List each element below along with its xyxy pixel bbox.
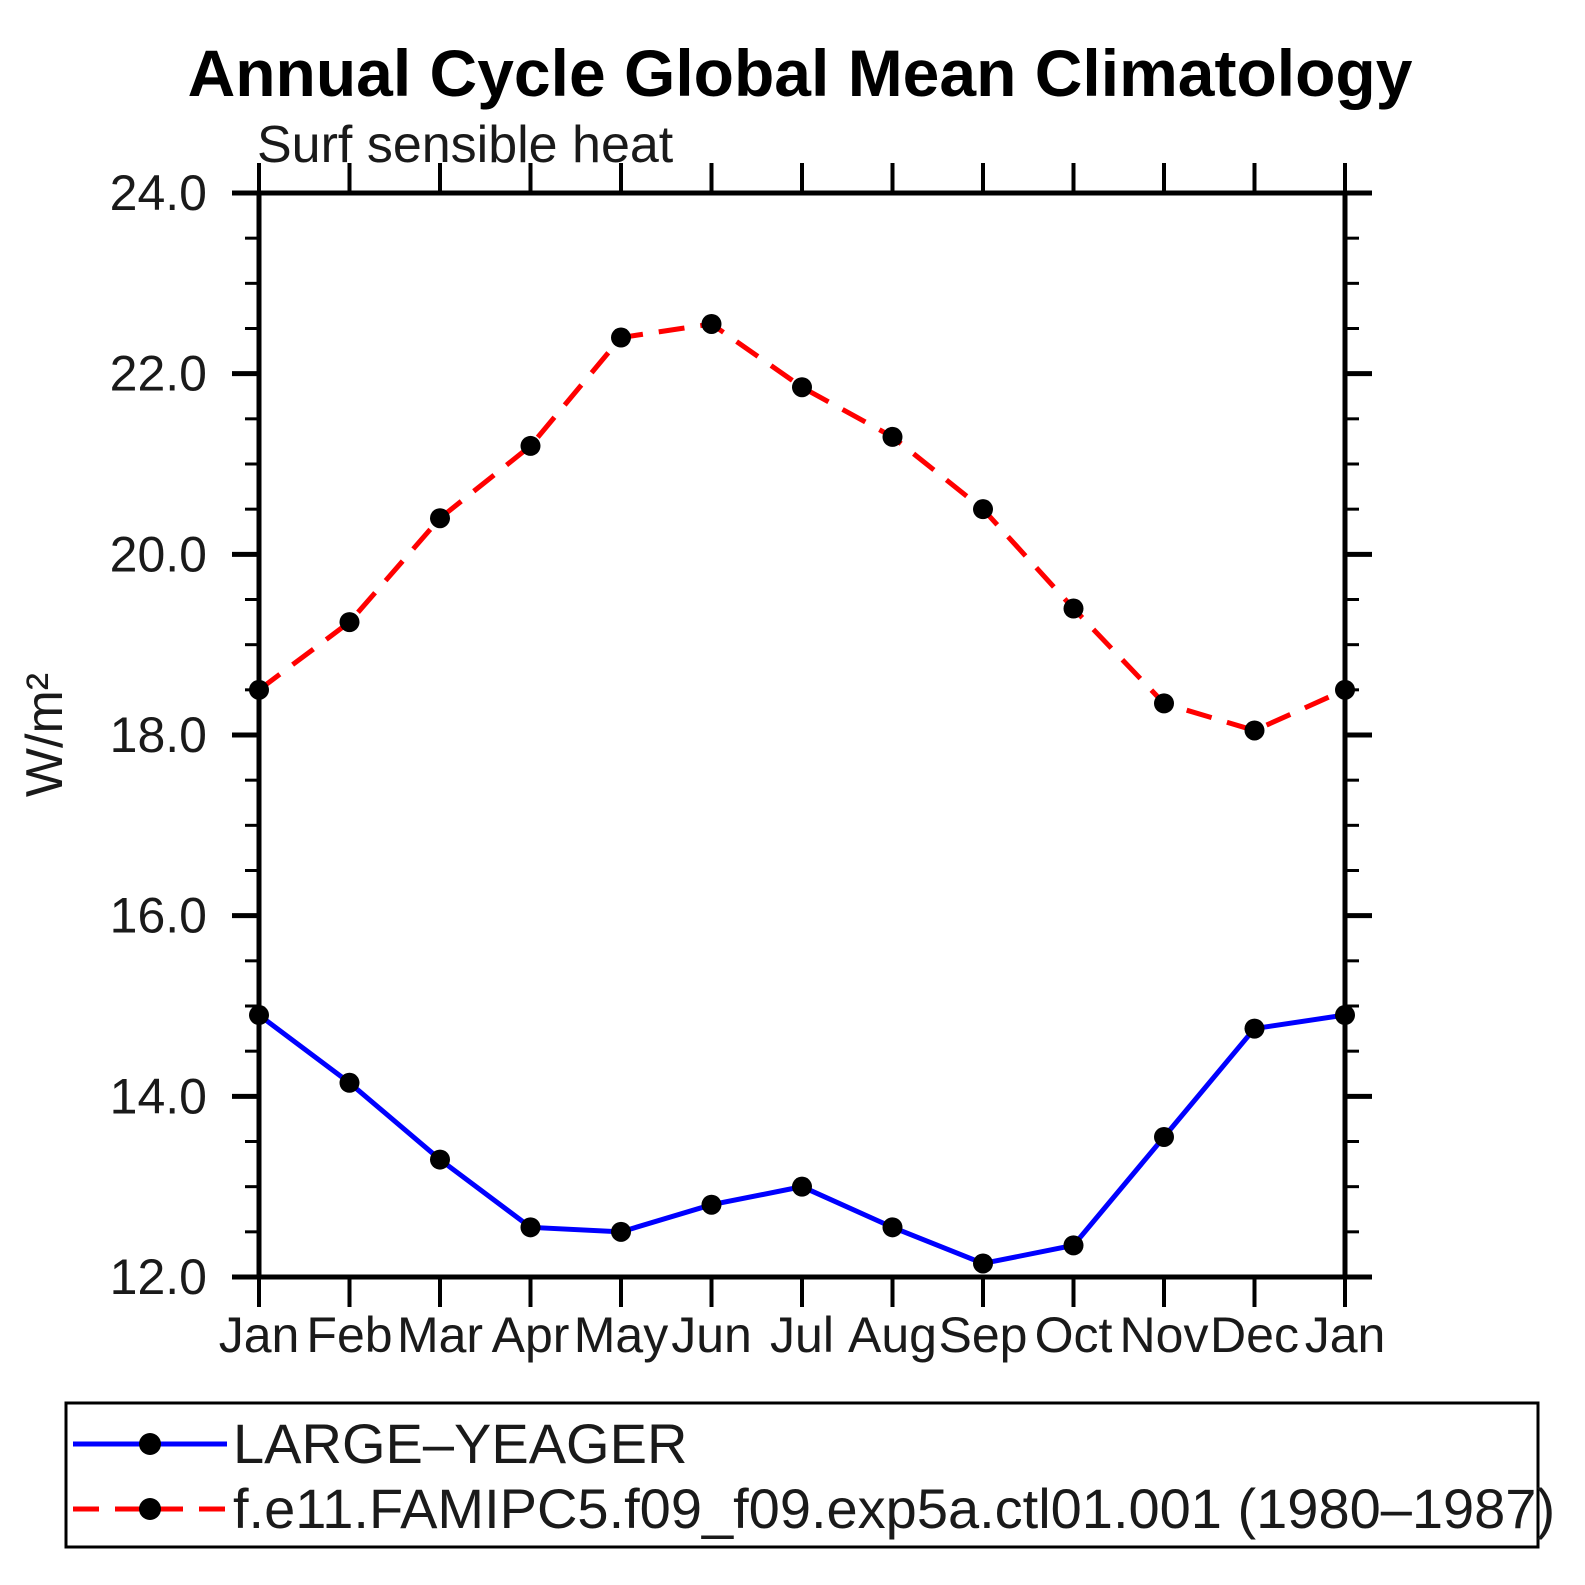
y-tick-label: 12.0 bbox=[110, 1249, 207, 1305]
chart-subtitle: Surf sensible heat bbox=[257, 116, 674, 174]
x-tick-label: Jun bbox=[671, 1307, 752, 1363]
x-tick-label: Jul bbox=[770, 1307, 834, 1363]
x-tick-label: Sep bbox=[939, 1307, 1028, 1363]
data-point-marker bbox=[882, 426, 903, 447]
data-point-marker bbox=[520, 435, 541, 456]
legend-entry-large-yeager-label: LARGE–YEAGER bbox=[233, 1412, 687, 1475]
series-line-0 bbox=[257, 1012, 1346, 1267]
legend-entry-model-run-label: f.e11.FAMIPC5.f09_f09.exp5a.ctl01.001 (1… bbox=[233, 1477, 1555, 1540]
data-point-marker bbox=[973, 499, 993, 520]
x-tick-label: Feb bbox=[306, 1307, 392, 1363]
data-point-marker bbox=[701, 313, 722, 334]
data-point-marker bbox=[1063, 1235, 1084, 1256]
x-tick-label: Apr bbox=[492, 1307, 570, 1363]
data-point-marker bbox=[249, 679, 269, 700]
x-tick-label: Nov bbox=[1120, 1307, 1209, 1363]
data-point-marker bbox=[1063, 598, 1084, 619]
data-point-marker bbox=[1154, 1126, 1174, 1147]
x-tick-label: Jan bbox=[1305, 1307, 1386, 1363]
data-point-marker bbox=[1335, 679, 1355, 700]
data-point-marker bbox=[430, 508, 450, 529]
data-point-marker bbox=[792, 377, 812, 398]
data-point-marker bbox=[792, 1176, 812, 1197]
legend-marker-circle-icon bbox=[139, 1433, 161, 1455]
data-point-marker bbox=[1244, 720, 1265, 741]
x-tick-label: May bbox=[574, 1307, 668, 1363]
y-tick-label: 22.0 bbox=[110, 346, 207, 402]
data-point-marker bbox=[339, 1072, 360, 1093]
y-tick-label: 18.0 bbox=[110, 707, 207, 763]
x-tick-label: Dec bbox=[1210, 1307, 1299, 1363]
data-series bbox=[249, 313, 1355, 1274]
x-tick-label: Mar bbox=[397, 1307, 483, 1363]
axis-ticks bbox=[232, 163, 1372, 1307]
x-tick-label: Oct bbox=[1035, 1307, 1113, 1363]
chart-title: Annual Cycle Global Mean Climatology bbox=[188, 36, 1413, 110]
data-point-marker bbox=[1335, 1005, 1355, 1026]
data-point-marker bbox=[339, 612, 360, 633]
x-tick-labels: Jan Feb Mar Apr May Jun Jul Aug Sep Oct Nov Dec Jan bbox=[219, 1307, 1386, 1363]
data-point-marker bbox=[611, 327, 631, 348]
data-point-marker bbox=[882, 1217, 903, 1238]
data-point-marker bbox=[430, 1149, 450, 1170]
data-point-marker bbox=[973, 1253, 993, 1274]
y-tick-label: 24.0 bbox=[110, 165, 207, 221]
legend-box bbox=[64, 1401, 1540, 1549]
x-tick-label: Jan bbox=[219, 1307, 300, 1363]
y-tick-label: 20.0 bbox=[110, 526, 207, 582]
y-tick-label: 14.0 bbox=[110, 1068, 207, 1124]
data-point-marker bbox=[701, 1194, 722, 1215]
data-point-marker bbox=[1154, 693, 1174, 714]
data-point-marker bbox=[611, 1221, 631, 1242]
y-tick-labels: 12.0 14.0 16.0 18.0 20.0 22.0 24.0 bbox=[110, 165, 207, 1305]
legend: LARGE–YEAGER f.e11.FAMIPC5.f09_f09.exp5a… bbox=[64, 1401, 1555, 1549]
y-axis-label: W/m² bbox=[16, 673, 74, 797]
legend-marker-circle-icon bbox=[139, 1498, 161, 1520]
x-tick-label: Aug bbox=[848, 1307, 937, 1363]
data-point-marker bbox=[520, 1217, 541, 1238]
y-tick-label: 16.0 bbox=[110, 888, 207, 944]
data-point-marker bbox=[249, 1005, 269, 1026]
data-point-marker bbox=[1244, 1018, 1265, 1039]
